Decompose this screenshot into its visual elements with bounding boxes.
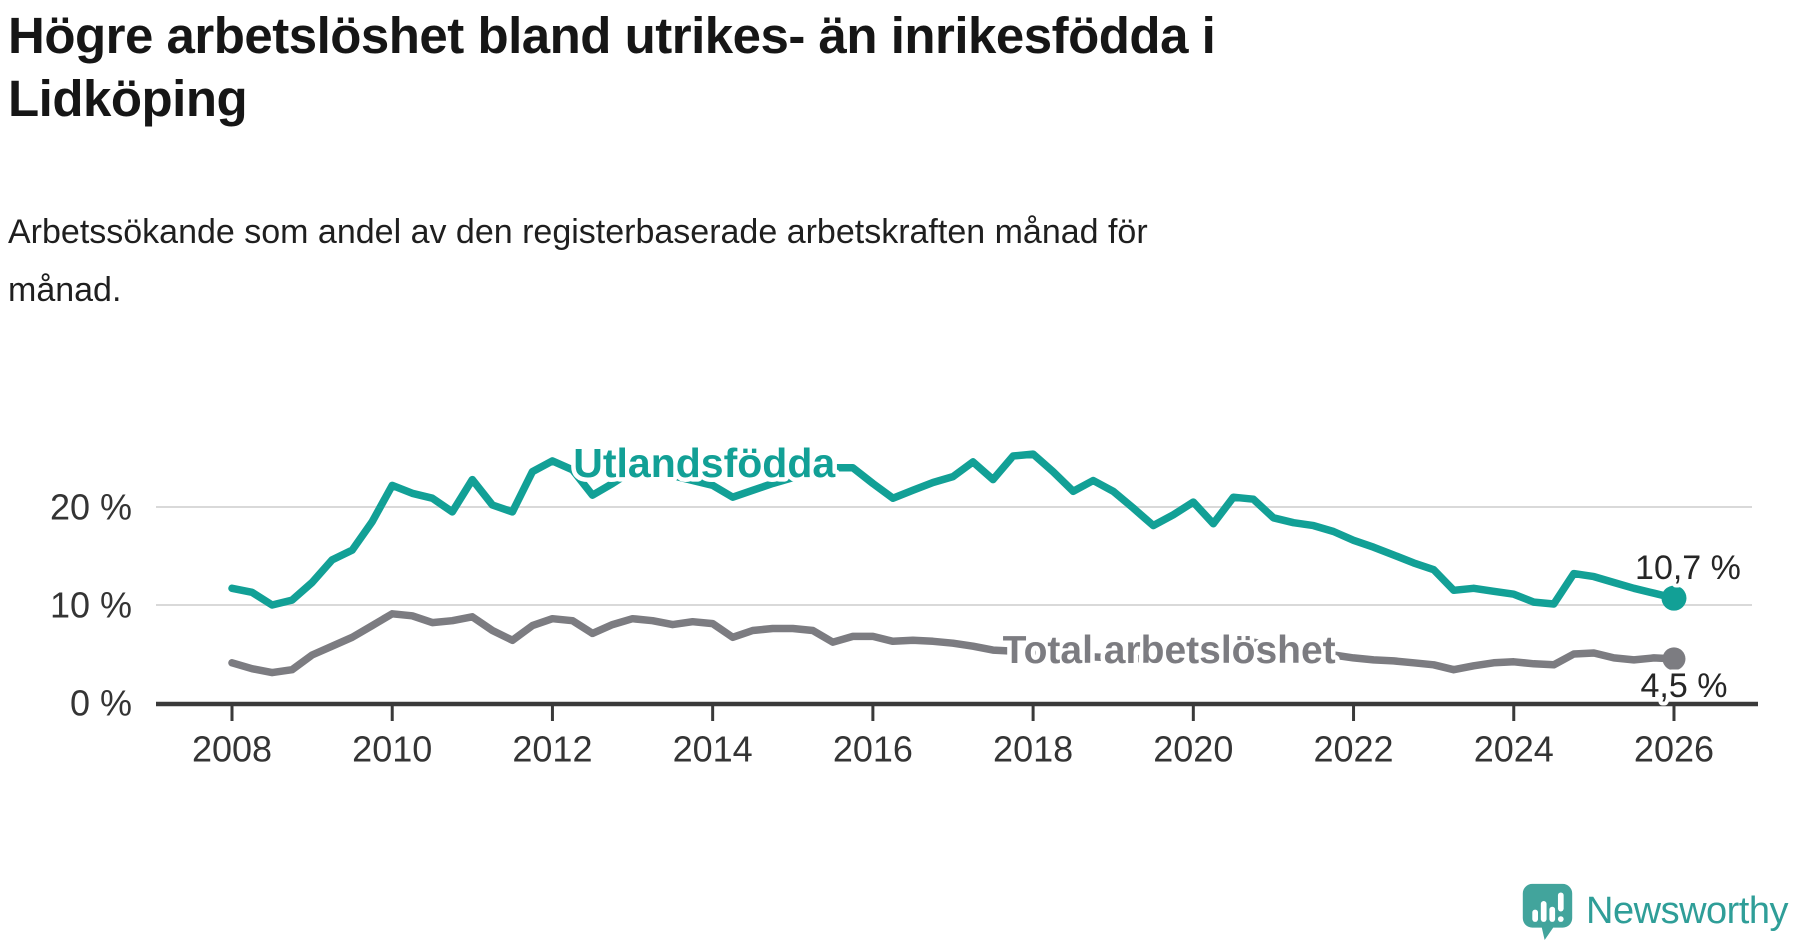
- x-tick-label: 2008: [192, 729, 272, 770]
- series-line-total: [228, 610, 1678, 677]
- x-tick-label: 2022: [1313, 729, 1393, 770]
- series-line-utlandsfodda: [228, 450, 1678, 609]
- series-end-dot: [1662, 647, 1686, 671]
- x-tick-label: 2018: [993, 729, 1073, 770]
- x-tick-label: 2012: [512, 729, 592, 770]
- x-tick-label: 2020: [1153, 729, 1233, 770]
- y-tick-label: 0 %: [70, 683, 132, 724]
- y-tick-label: 20 %: [50, 487, 132, 528]
- newsworthy-logo: Newsworthy: [1519, 880, 1788, 942]
- x-tick-label: 2014: [673, 729, 753, 770]
- y-tick-label: 10 %: [50, 585, 132, 626]
- x-tick-label: 2010: [352, 729, 432, 770]
- series-end-value-label: 4,5 %: [1641, 667, 1728, 705]
- x-tick-label: 2026: [1634, 729, 1714, 770]
- series-label-utlandsfodda: Utlandsfödda: [573, 440, 836, 486]
- newsworthy-bubble-chart-icon: [1522, 883, 1573, 940]
- x-tick-label: 2024: [1474, 729, 1554, 770]
- page-title: Högre arbetslöshet bland utrikes- än inr…: [8, 7, 1216, 128]
- series-end-dot: [1661, 585, 1687, 611]
- x-tick-label: 2016: [833, 729, 913, 770]
- chart-subtitle: Arbetssökande som andel av den registerb…: [8, 213, 1148, 309]
- series-label-total: Total arbetslöshet: [1003, 629, 1336, 672]
- newsworthy-wordmark: Newsworthy: [1586, 889, 1788, 932]
- series-end-value-label: 10,7 %: [1635, 549, 1741, 587]
